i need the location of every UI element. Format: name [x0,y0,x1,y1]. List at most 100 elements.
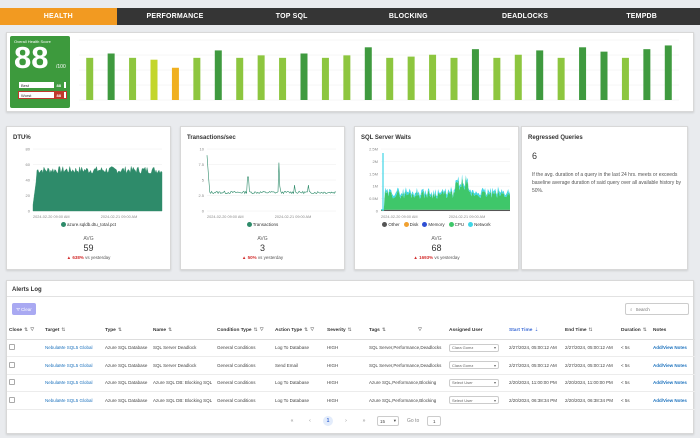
close-checkbox[interactable] [9,361,15,368]
health-bar [343,55,351,100]
sort-icon[interactable]: ⇅ [253,328,258,334]
goto-input[interactable]: 1 [427,416,442,426]
health-score-value: 88 [14,40,49,75]
sort-icon[interactable]: ⇅ [117,327,122,333]
col-start-time[interactable]: Start Time ⇣ [507,322,563,340]
col-type[interactable]: Type ⇅ [103,322,151,340]
current-page[interactable]: 1 [323,416,333,426]
cell-name: Azure SQL DB: Blocking SQL [151,391,215,410]
dtu-avg-label: AVG [83,236,94,242]
sort-icon[interactable]: ⇅ [61,327,66,333]
tab-performance[interactable]: PERFORMANCE [146,13,204,20]
add-view-notes-link[interactable]: Add/View Notes [653,362,687,368]
target-link[interactable]: NebulaMe SQL5 Global [45,345,93,351]
filter-icon[interactable]: ⛛ [310,328,315,334]
legend-item[interactable]: Disk [403,222,418,228]
health-bar [579,47,587,100]
y-tick-label: 2.5 [198,193,204,198]
legend-item[interactable]: Network [468,222,491,228]
filter-icon[interactable]: ⛛ [30,328,35,334]
tab-health[interactable]: HEALTH [0,8,117,25]
col-severity[interactable]: Severity ⇅ [325,322,367,340]
col-close[interactable]: Close ⇅ ⛛ [7,322,43,340]
search-input[interactable] [635,306,682,312]
legend-label: Transactions [252,222,279,227]
cell-severity: HIGH [325,374,367,392]
col-name[interactable]: Name ⇅ [151,322,215,340]
assigned-user-select[interactable]: Select User ▾ [449,378,499,387]
filter-icon[interactable]: ⛛ [259,328,264,334]
first-page-button[interactable]: « [290,418,294,424]
legend-label: azure.sqldb.dtu_total.pct [66,222,117,227]
next-page-button[interactable]: › [345,418,347,424]
col-end-time[interactable]: End Time ⇅ [563,322,619,340]
waits-avg-label: AVG [431,236,442,242]
y-tick-label: 1M [372,184,378,189]
col-action-type[interactable]: Action Type ⇅ ⛛ [273,322,325,340]
col-duration[interactable]: Duration ⇅ [619,322,651,340]
sort-icon[interactable]: ⇅ [642,327,647,333]
legend-item[interactable]: Transactions [246,222,279,228]
legend-item[interactable]: Other [382,222,400,228]
pagination: « ‹ 1 › » 15 ▾ Go to 1 [287,415,442,427]
tab-deadlocks[interactable]: DEADLOCKS [501,13,549,20]
cell-condition: General Conditions [215,356,273,375]
cell-end: 2/20/2024, 11:00:00 PM [563,374,619,392]
close-checkbox[interactable] [9,379,15,386]
sort-icon[interactable]: ⇅ [24,328,29,334]
col-assigned-user[interactable]: Assigned User [447,322,507,340]
sort-icon[interactable]: ⇅ [304,328,309,334]
sort-icon[interactable]: ⇅ [381,328,386,334]
tab-tempdb[interactable]: TEMPDB [626,13,658,20]
sort-desc-icon[interactable]: ⇣ [534,327,539,333]
assigned-user-select[interactable]: Clara Gomz ▾ [449,361,499,370]
health-bar [129,57,137,100]
assigned-user-select[interactable]: Select User ▾ [449,396,499,405]
best-score: Best 88 [18,81,67,89]
main-tabs: HEALTH PERFORMANCE TOP SQL BLOCKING DEAD… [0,8,700,25]
health-bar [321,57,329,100]
sort-icon[interactable]: ⇅ [588,327,593,333]
tab-blocking[interactable]: BLOCKING [388,13,428,20]
chevron-down-icon: ▾ [393,418,396,423]
cell-duration: < 5s [619,356,651,375]
add-view-notes-link[interactable]: Add/View Notes [653,345,687,351]
legend-item[interactable]: CPU [448,222,464,228]
legend-item[interactable]: azure.sqldb.dtu_total.pct [60,222,117,228]
sort-icon[interactable]: ⇅ [168,327,173,333]
waits-avg-value: 68 [431,243,442,253]
legend-item[interactable]: Memory [422,222,445,228]
close-checkbox[interactable] [9,344,15,351]
col-tags[interactable]: Tags ⇅ ⛛ [367,322,447,340]
cell-action: Log To Database [273,391,325,410]
health-bar [171,67,179,100]
tab-top-sql[interactable]: TOP SQL [275,13,308,20]
prev-page-button[interactable]: ‹ [309,418,311,424]
add-view-notes-link[interactable]: Add/View Notes [653,380,687,386]
health-bar [536,50,544,100]
target-link[interactable]: NebulaMe SQL5 Global [45,362,93,368]
clear-button[interactable]: ⛛ Clear [12,303,36,315]
col-target[interactable]: Target ⇅ [43,322,103,340]
health-bar [300,53,308,100]
last-page-button[interactable]: » [362,418,366,424]
page-size-select[interactable]: 15 ▾ [377,416,399,426]
table-row: NebulaMe SQL5 Global Azure SQL Database … [7,374,695,392]
health-bar [643,49,651,100]
assigned-user-select[interactable]: Clara Gomz ▾ [449,343,499,352]
close-checkbox[interactable] [9,396,15,403]
filter-icon: ⛛ [16,306,20,312]
cell-severity: HIGH [325,356,367,375]
cell-end: 2/20/2024, 06:38:34 PM [563,391,619,410]
add-view-notes-link[interactable]: Add/View Notes [653,397,687,403]
health-bar [429,54,437,100]
col-condition-type[interactable]: Condition Type ⇅ ⛛ [215,322,273,340]
worst-score: Worst 88 [18,91,67,99]
target-link[interactable]: NebulaMe SQL5 Global [45,380,93,386]
dtu-change-value: ▲ 638% [66,255,84,260]
filter-icon[interactable]: ⛛ [417,328,422,334]
target-link[interactable]: NebulaMe SQL5 Global [45,397,93,403]
sort-icon[interactable]: ⇅ [347,327,352,333]
search-box[interactable]: ⌕ [625,303,689,315]
waits-area-layer [381,174,510,210]
